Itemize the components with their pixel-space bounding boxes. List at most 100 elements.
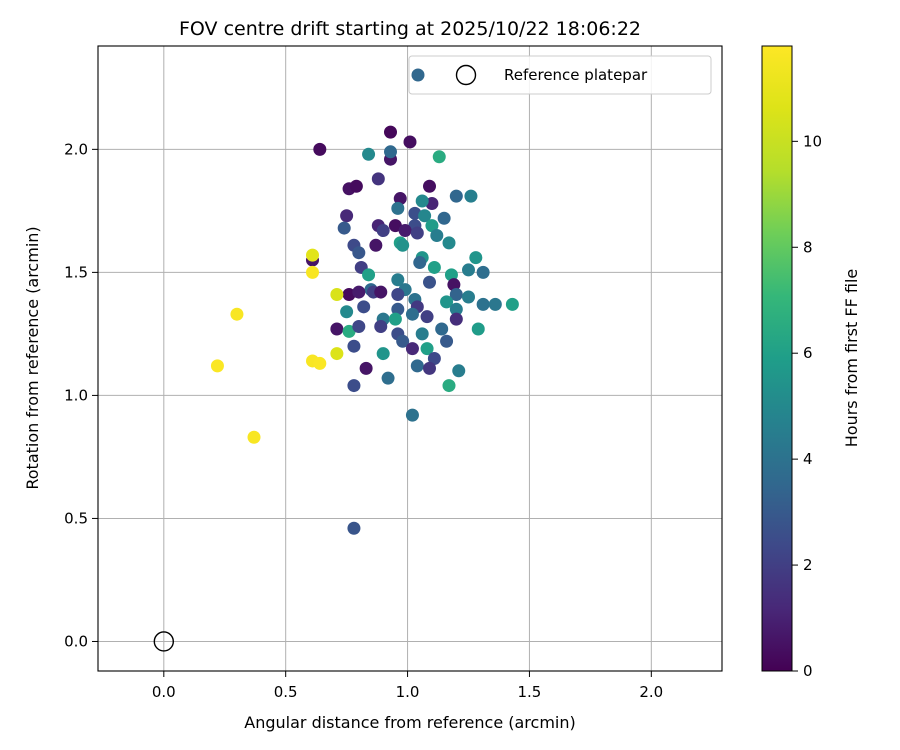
x-tick-label: 1.5 bbox=[518, 683, 542, 701]
plot-frame bbox=[97, 45, 723, 672]
scatter-point bbox=[391, 273, 405, 287]
scatter-point bbox=[374, 320, 388, 334]
scatter-point bbox=[391, 288, 405, 302]
scatter-point bbox=[342, 288, 356, 302]
scatter-point bbox=[449, 189, 463, 203]
legend-label-reference: Reference platepar bbox=[504, 66, 648, 84]
scatter-point bbox=[425, 219, 439, 233]
scatter-point bbox=[505, 297, 519, 311]
x-axis-label: Angular distance from reference (arcmin) bbox=[244, 713, 575, 732]
scatter-point bbox=[452, 364, 466, 378]
scatter-point bbox=[362, 147, 376, 161]
scatter-point bbox=[405, 307, 419, 321]
x-axis-ticks: 0.0 0.5 1.0 1.5 2.0 bbox=[152, 671, 663, 701]
scatter-point bbox=[371, 172, 385, 186]
scatter-point bbox=[230, 307, 244, 321]
scatter-point bbox=[349, 179, 363, 193]
scatter-point bbox=[408, 206, 422, 220]
colorbar-gradient bbox=[762, 46, 792, 671]
scatter-point bbox=[405, 408, 419, 422]
colorbar-tick-label: 0 bbox=[803, 662, 813, 680]
scatter-point bbox=[405, 342, 419, 356]
scatter-point bbox=[449, 302, 463, 316]
scatter-point bbox=[413, 256, 427, 270]
y-tick-label: 0.5 bbox=[64, 509, 88, 527]
scatter-point bbox=[449, 288, 463, 302]
scatter-point bbox=[447, 278, 461, 292]
scatter-point bbox=[391, 302, 405, 316]
scatter-point bbox=[369, 238, 383, 252]
scatter-point bbox=[427, 260, 441, 274]
scatter-point bbox=[352, 320, 366, 334]
colorbar-tick-label: 10 bbox=[803, 132, 822, 150]
scatter-point bbox=[306, 265, 319, 279]
colorbar-frame bbox=[761, 45, 793, 672]
scatter-point bbox=[423, 179, 436, 193]
scatter-point bbox=[393, 192, 407, 206]
scatter-point bbox=[352, 285, 366, 299]
scatter-point bbox=[313, 356, 327, 370]
scatter-point bbox=[306, 248, 319, 262]
scatter-point bbox=[388, 219, 402, 233]
scatter-point bbox=[210, 359, 224, 373]
scatter-point bbox=[396, 334, 410, 348]
scatter-point bbox=[449, 312, 463, 326]
scatter-point bbox=[442, 236, 456, 250]
grid-lines bbox=[98, 46, 722, 671]
scatter-point bbox=[340, 305, 354, 319]
x-tick-label: 0.0 bbox=[152, 683, 176, 701]
y-axis-label: Rotation from reference (arcmin) bbox=[23, 226, 42, 489]
scatter-point bbox=[415, 194, 429, 208]
scatter-point bbox=[471, 322, 485, 336]
data-points bbox=[153, 125, 519, 652]
scatter-point bbox=[357, 300, 371, 314]
scatter-point bbox=[415, 327, 429, 341]
y-axis-ticks: 0.0 0.5 1.0 1.5 2.0 bbox=[64, 140, 98, 650]
scatter-point bbox=[403, 135, 417, 149]
colorbar-tick-label: 2 bbox=[803, 556, 813, 574]
scatter-point bbox=[462, 263, 475, 277]
legend-marker-reference bbox=[455, 64, 477, 86]
scatter-point bbox=[427, 352, 441, 365]
y-tick-label: 0.0 bbox=[64, 632, 88, 650]
scatter-point bbox=[462, 290, 475, 304]
scatter-point bbox=[347, 339, 361, 353]
scatter-point bbox=[464, 189, 478, 203]
scatter-point bbox=[313, 142, 327, 156]
scatter-point bbox=[410, 359, 424, 373]
scatter-point bbox=[384, 125, 397, 139]
scatter-point bbox=[359, 361, 373, 375]
y-tick-label: 2.0 bbox=[64, 140, 88, 158]
scatter-point bbox=[384, 145, 397, 159]
scatter-point bbox=[410, 226, 424, 240]
y-tick-label: 1.5 bbox=[64, 263, 88, 281]
scatter-point bbox=[435, 322, 449, 336]
scatter-point bbox=[476, 297, 490, 311]
scatter-point bbox=[440, 334, 454, 348]
scatter-point bbox=[442, 379, 456, 393]
scatter-point bbox=[330, 288, 344, 302]
scatter-point bbox=[469, 251, 483, 265]
x-tick-label: 1.0 bbox=[396, 683, 420, 701]
scatter-point bbox=[423, 275, 436, 289]
scatter-point bbox=[425, 196, 439, 210]
scatter-point bbox=[376, 224, 390, 238]
scatter-point bbox=[342, 324, 356, 338]
scatter-point bbox=[398, 224, 412, 238]
legend-box bbox=[408, 55, 712, 95]
scatter-point bbox=[418, 209, 432, 223]
scatter-point bbox=[430, 228, 444, 242]
legend-marker-series bbox=[411, 68, 425, 82]
colorbar-tick-label: 8 bbox=[803, 238, 813, 256]
scatter-point bbox=[420, 342, 434, 356]
x-tick-label: 2.0 bbox=[639, 683, 663, 701]
scatter-point bbox=[347, 379, 361, 393]
legend: Reference platepar bbox=[408, 55, 712, 95]
chart-title: FOV centre drift starting at 2025/10/22 … bbox=[179, 18, 641, 40]
colorbar-tick-label: 4 bbox=[803, 450, 813, 468]
colorbar-label: Hours from first FF file bbox=[842, 269, 861, 448]
scatter-point bbox=[337, 221, 351, 235]
x-tick-label: 0.5 bbox=[274, 683, 298, 701]
